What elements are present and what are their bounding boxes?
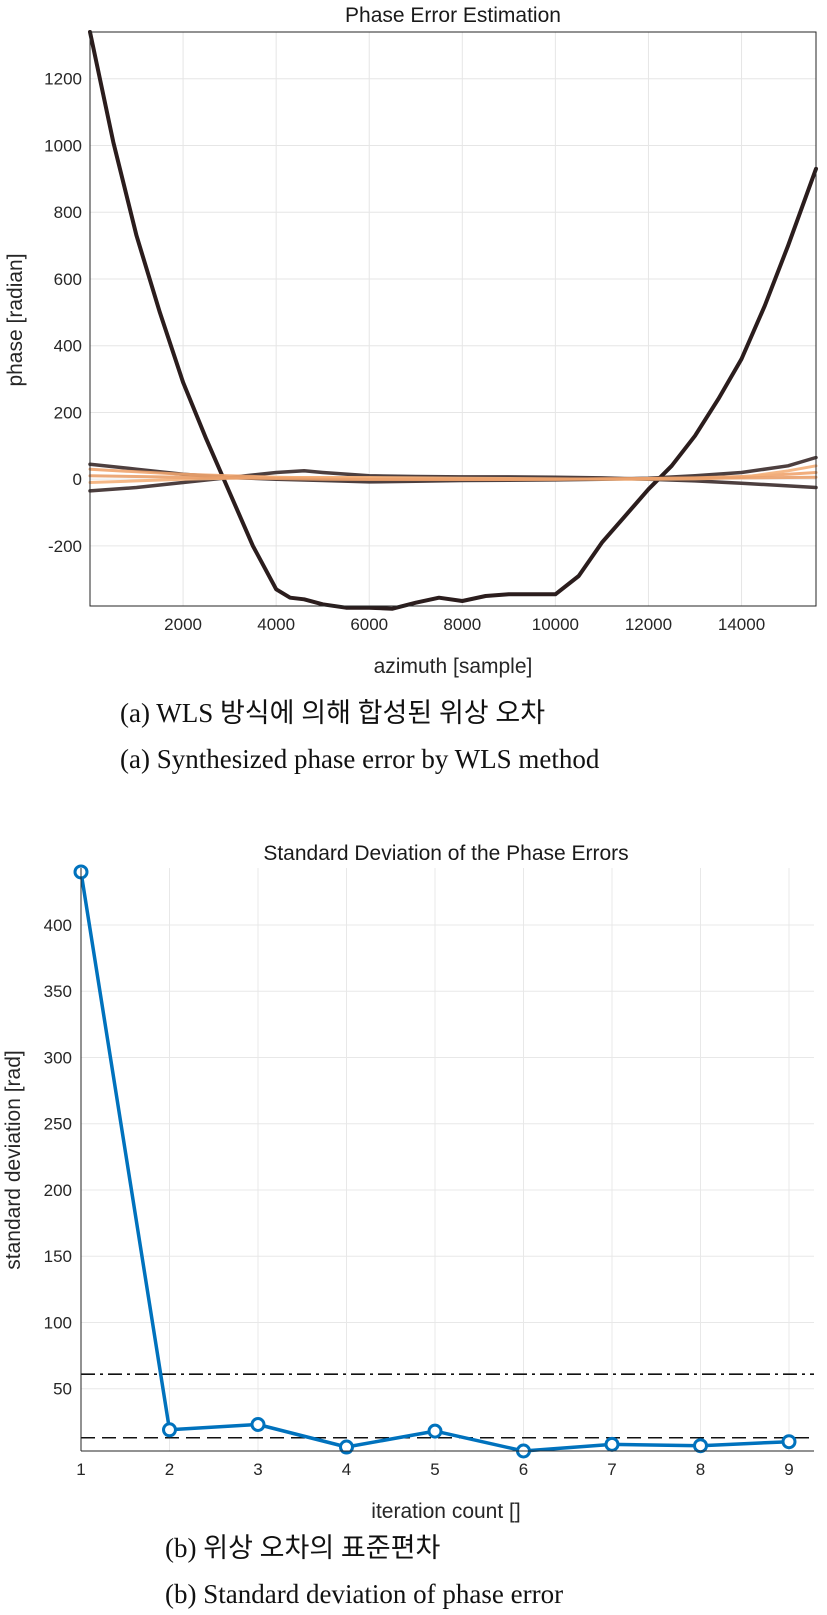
std-deviation-chart: Standard Deviation of the Phase Errors 1… — [2, 842, 814, 1523]
caption-b-korean: (b) 위상 오차의 표준편차 — [165, 1533, 440, 1563]
chart2-data-point — [781, 1434, 797, 1450]
chart1-x-tick-label: 2000 — [164, 615, 202, 634]
chart2-data-point — [604, 1436, 620, 1452]
chart1-x-tick-label: 4000 — [257, 615, 295, 634]
chart2-y-tick-label: 300 — [44, 1048, 72, 1067]
chart1-y-tick-label: 1200 — [44, 70, 82, 89]
chart2-reference-lines — [81, 1373, 814, 1439]
chart1-axes-box — [89, 31, 817, 607]
chart2-x-tick-label: 4 — [342, 1460, 351, 1479]
chart2-data-point — [693, 1438, 708, 1454]
chart2-x-tick-label: 2 — [165, 1460, 174, 1479]
chart2-ylabel: standard deviation [rad] — [2, 1050, 25, 1269]
chart1-y-tick-label: -200 — [48, 537, 82, 556]
chart1-x-tick-label: 6000 — [350, 615, 388, 634]
chart1-y-tick-label: 200 — [54, 403, 82, 422]
chart2-y-tick-label: 150 — [44, 1247, 72, 1266]
chart1-ylabel: phase [radian] — [4, 253, 27, 386]
chart1-series — [88, 30, 818, 611]
caption-a-english: (a) Synthesized phase error by WLS metho… — [120, 744, 600, 774]
chart2-y-tick-label: 100 — [44, 1313, 72, 1332]
chart1-y-tick-label: 0 — [73, 470, 82, 489]
chart1-y-tick-label: 800 — [54, 203, 82, 222]
chart2-x-tick-label: 5 — [430, 1460, 439, 1479]
chart1-y-tick-label: 600 — [54, 270, 82, 289]
chart2-x-tick-label: 6 — [519, 1460, 528, 1479]
chart1-title: Phase Error Estimation — [345, 4, 561, 27]
chart1-y-tick-label: 400 — [54, 337, 82, 356]
chart2-title: Standard Deviation of the Phase Errors — [263, 842, 628, 865]
chart2-y-tick-label: 50 — [53, 1380, 72, 1399]
chart2-data-point — [427, 1423, 443, 1439]
caption-a-korean: (a) WLS 방식에 의해 합성된 위상 오차 — [120, 698, 545, 728]
chart1-x-tick-label: 8000 — [443, 615, 481, 634]
chart2-series — [73, 864, 797, 1459]
chart2-y-tick-label: 350 — [44, 982, 72, 1001]
chart2-x-tick-label: 1 — [76, 1460, 85, 1479]
chart2-xlabel: iteration count [] — [371, 1500, 520, 1523]
chart1-xlabel: azimuth [sample] — [374, 655, 533, 678]
chart2-plot-area — [81, 868, 814, 1451]
caption-b-english: (b) Standard deviation of phase error — [165, 1579, 563, 1609]
chart2-data-point — [250, 1417, 266, 1432]
chart2-y-tick-label: 250 — [44, 1115, 72, 1134]
chart1-series-line-1 — [88, 30, 818, 611]
chart1-x-tick-label: 10000 — [532, 615, 579, 634]
chart2-data-point — [339, 1439, 354, 1455]
phase-error-chart: Phase Error Estimation 2000 4000 6000 8000 1… — [4, 4, 818, 678]
chart2-data-point — [162, 1422, 177, 1438]
chart1-plot-area — [90, 32, 816, 606]
chart1-ticks: 2000 4000 6000 8000 10000 12000 14000 -200 0 200 4… — [44, 70, 765, 634]
chart1-y-tick-label: 1000 — [44, 136, 82, 155]
chart2-x-tick-label: 8 — [696, 1460, 705, 1479]
chart1-grid — [90, 32, 816, 606]
chart2-x-tick-label: 3 — [253, 1460, 262, 1479]
chart2-x-tick-label: 7 — [607, 1460, 616, 1479]
chart1-x-tick-label: 12000 — [625, 615, 672, 634]
chart2-y-tick-label: 400 — [44, 916, 72, 935]
chart1-x-tick-label: 14000 — [718, 615, 765, 634]
chart2-x-tick-label: 9 — [784, 1460, 793, 1479]
chart2-ticks: 1 2 3 4 5 6 7 8 9 50 100 150 200 250 300 350 400 — [44, 916, 794, 1479]
chart2-y-tick-label: 200 — [44, 1181, 72, 1200]
chart1-series-line-6 — [88, 474, 818, 481]
